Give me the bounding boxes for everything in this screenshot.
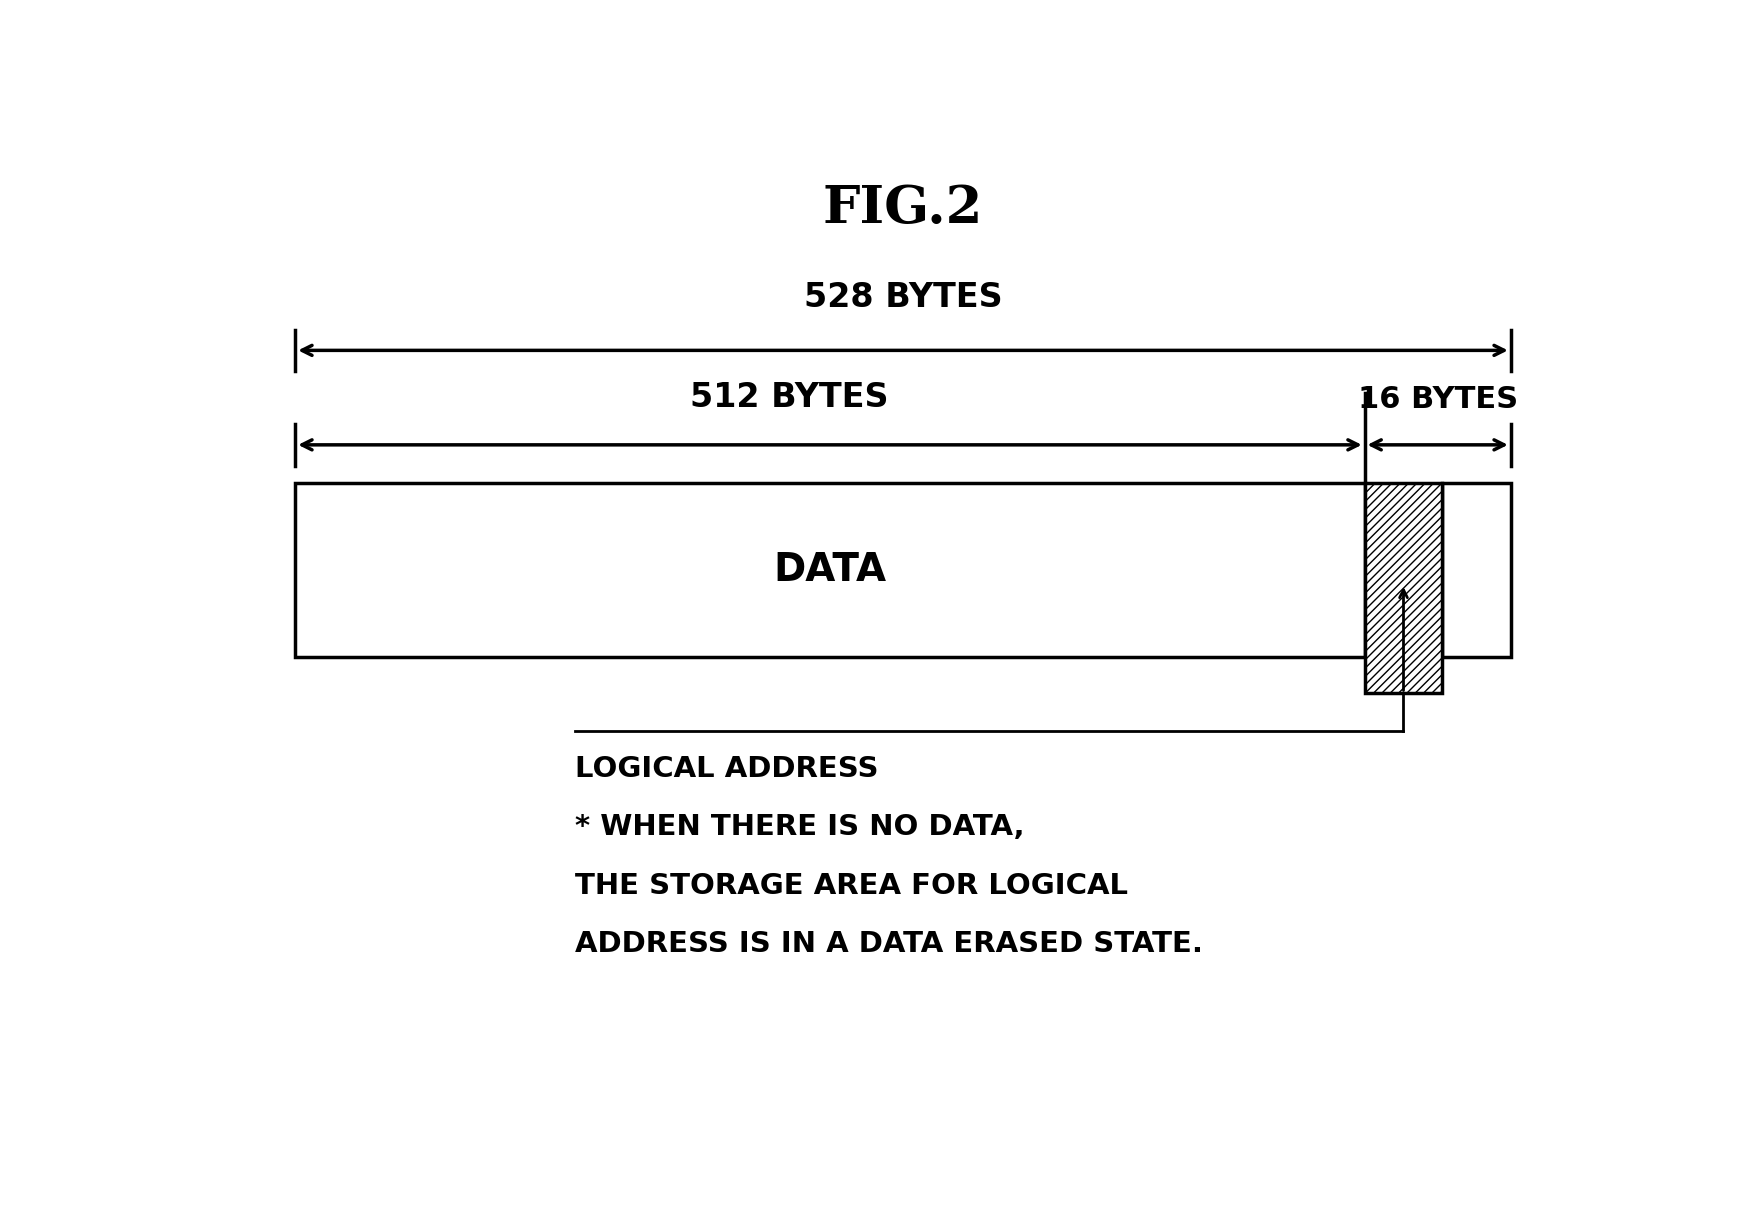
Text: * WHEN THERE IS NO DATA,: * WHEN THERE IS NO DATA, <box>574 814 1025 842</box>
Text: 512 BYTES: 512 BYTES <box>689 380 888 413</box>
Text: THE STORAGE AREA FOR LOGICAL: THE STORAGE AREA FOR LOGICAL <box>574 872 1128 899</box>
Text: FIG.2: FIG.2 <box>823 183 983 234</box>
Bar <box>296 482 1364 658</box>
Text: 16 BYTES: 16 BYTES <box>1357 385 1517 413</box>
Text: 528 BYTES: 528 BYTES <box>803 281 1003 314</box>
Text: DATA: DATA <box>774 551 886 589</box>
Bar <box>1443 482 1510 658</box>
Text: ADDRESS IS IN A DATA ERASED STATE.: ADDRESS IS IN A DATA ERASED STATE. <box>574 930 1203 958</box>
Text: LOGICAL ADDRESS: LOGICAL ADDRESS <box>574 755 879 783</box>
Bar <box>1364 482 1443 693</box>
